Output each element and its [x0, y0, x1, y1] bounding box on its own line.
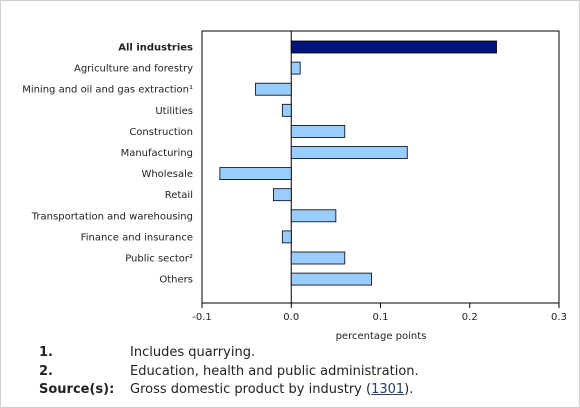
x-tick-label: 0.1	[373, 312, 389, 323]
source-table-link[interactable]: 1301	[371, 382, 405, 397]
bar-retail[interactable]	[272, 188, 292, 202]
category-label: Wholesale	[141, 169, 193, 180]
category-label: Manufacturing	[121, 148, 193, 159]
source-line: Source(s): Gross domestic product by ind…	[39, 381, 419, 400]
category-label: Public sector²	[125, 254, 193, 265]
x-tick-label: 0.3	[551, 312, 567, 323]
bar-all-industries[interactable]	[290, 40, 497, 54]
footnote-2-key: 2.	[39, 363, 53, 379]
source-text: Gross domestic product by industry (1301…	[130, 381, 413, 400]
bar-construction[interactable]	[290, 125, 346, 138]
category-label: Transportation and warehousing	[31, 211, 193, 222]
bar-manufacturing[interactable]	[290, 146, 408, 159]
footnote-1: 1. Includes quarrying.	[39, 344, 419, 363]
category-label: Others	[159, 275, 193, 286]
category-label: Agriculture and forestry	[74, 64, 193, 75]
source-key: Source(s):	[39, 382, 115, 397]
category-label: All industries	[118, 43, 193, 54]
bar-wholesale[interactable]	[219, 167, 292, 181]
x-tick-label: -0.1	[192, 312, 212, 323]
plot-area	[201, 30, 560, 304]
source-text-before: Gross domestic product by industry (	[130, 382, 372, 397]
bar-mining-and-oil-and-gas-extraction[interactable]	[255, 82, 292, 96]
footnote-2-text: Education, health and public administrat…	[130, 363, 419, 379]
bar-finance-and-insurance[interactable]	[281, 230, 292, 244]
category-label: Construction	[129, 127, 193, 138]
category-label: Utilities	[155, 106, 193, 117]
category-label: Finance and insurance	[81, 232, 193, 243]
bar-utilities[interactable]	[281, 103, 292, 117]
bar-public-sector[interactable]	[290, 251, 346, 265]
category-label: Mining and oil and gas extraction¹	[22, 85, 193, 96]
footnote-1-text: Includes quarrying.	[130, 345, 256, 360]
footnotes: 1. Includes quarrying. 2. Education, hea…	[39, 344, 419, 400]
footnote-1-key: 1.	[39, 345, 53, 360]
bar-transportation-and-warehousing[interactable]	[290, 209, 337, 223]
footnote-2: 2. Education, health and public administ…	[39, 363, 419, 382]
bar-others[interactable]	[290, 272, 372, 286]
source-text-after: ).	[404, 382, 414, 397]
x-tick-label: 0.0	[283, 312, 299, 323]
x-axis-label: percentage points	[336, 331, 427, 342]
x-tick-label: 0.2	[462, 312, 478, 323]
category-label: Retail	[165, 190, 193, 201]
bar-agriculture-and-forestry[interactable]	[290, 61, 301, 75]
